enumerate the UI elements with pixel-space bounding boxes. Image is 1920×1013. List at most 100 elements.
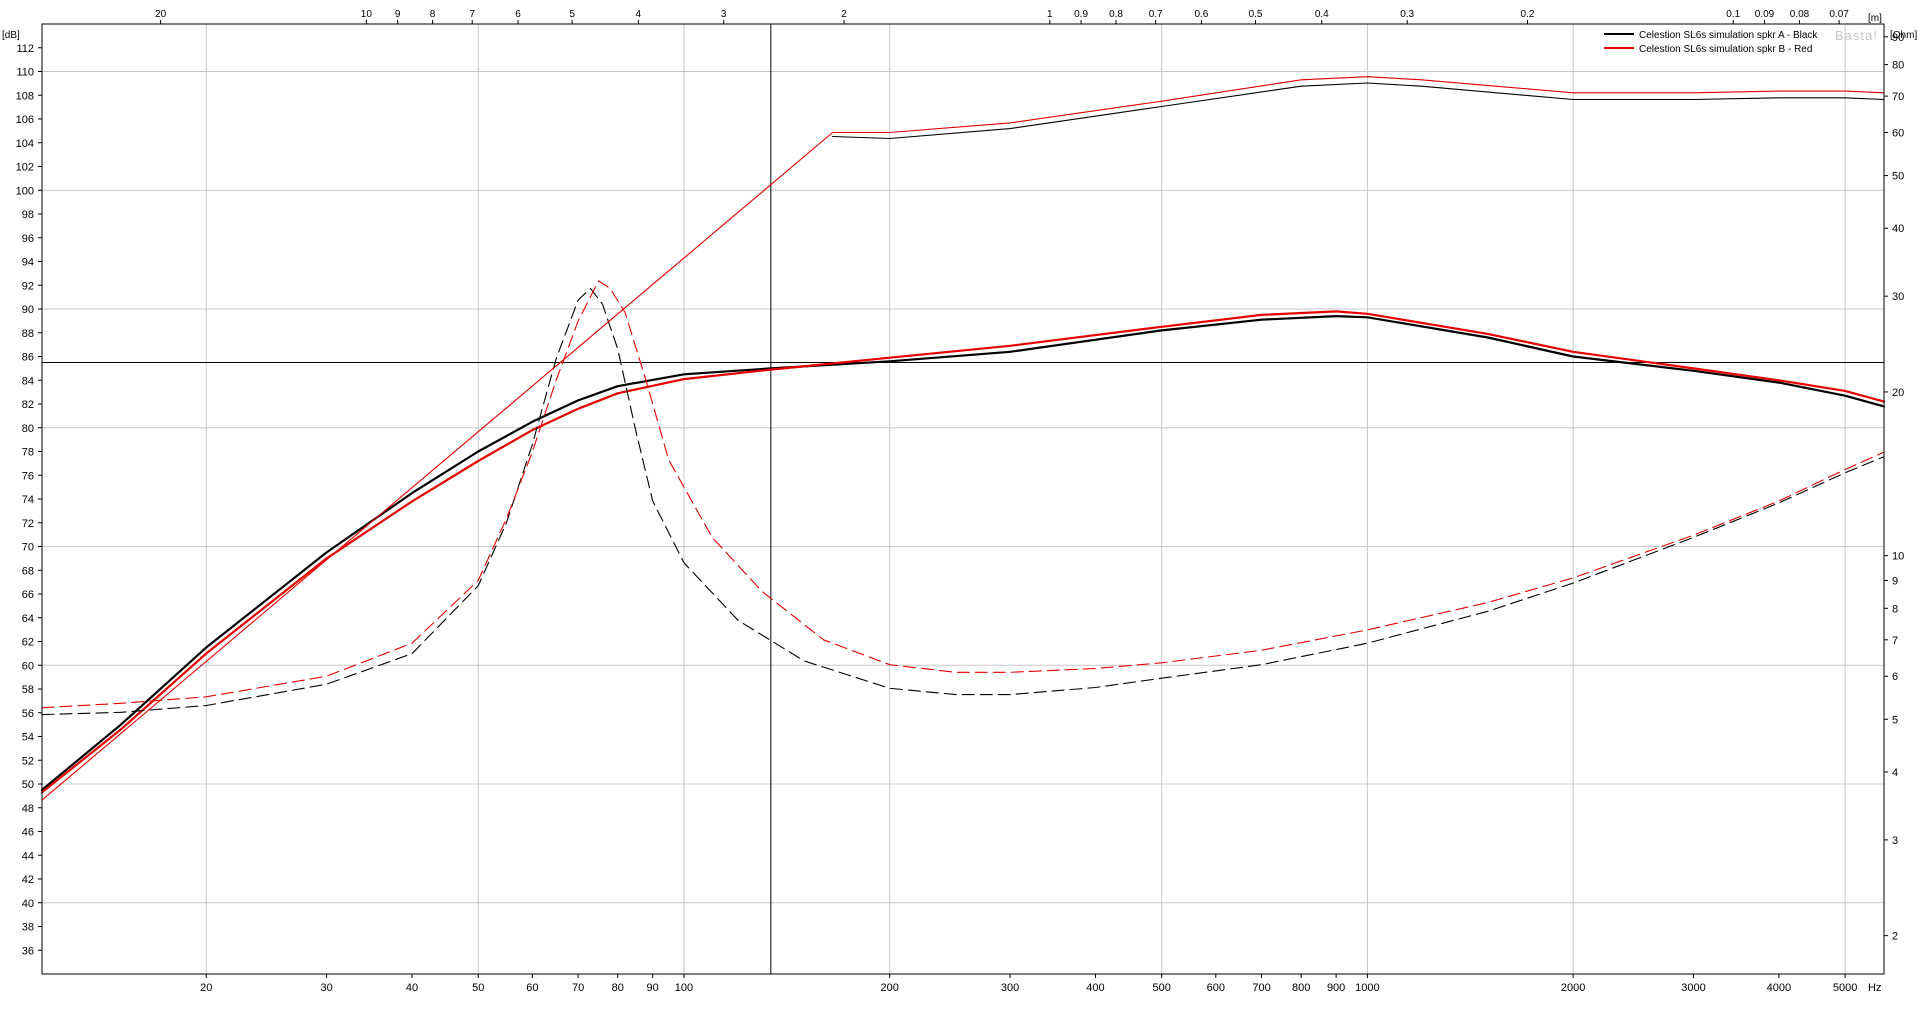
bottom-tick-label: 900 [1327,982,1345,994]
right-axis-unit: [Ohm] [1890,30,1917,41]
left-tick-label: 62 [22,637,34,649]
left-tick-label: 80 [22,423,34,435]
top-tick-label: 8 [430,9,436,20]
left-tick-label: 94 [22,257,34,269]
bottom-tick-label: 2000 [1561,982,1585,994]
left-tick-label: 70 [22,542,34,554]
bottom-tick-label: 20 [200,982,212,994]
top-tick-label: 0.9 [1074,9,1088,20]
gridlines [42,24,1884,974]
bottom-tick-label: 100 [675,982,693,994]
left-tick-label: 110 [16,67,34,79]
bottom-tick-label: 500 [1152,982,1170,994]
right-tick-label: 5 [1892,714,1898,726]
top-tick-label: 5 [569,9,575,20]
top-tick-label: 0.2 [1521,9,1535,20]
right-tick-label: 30 [1892,291,1904,303]
right-tick-label: 2 [1892,931,1898,943]
left-axis-ticks: 36 38 40 42 44 46 48 50 52 54 56 58 60 62 64 66 68 70 72 74… [16,43,42,957]
right-tick-label: 6 [1892,671,1898,683]
series-distance-line [41,76,1885,801]
right-tick-label: 70 [1892,91,1904,103]
left-tick-label: 76 [22,470,34,482]
series-impedance-line [41,280,1885,709]
left-tick-label: 78 [22,447,34,459]
left-tick-label: 72 [22,518,34,530]
top-tick-label: 0.4 [1315,9,1329,20]
left-tick-label: 66 [22,589,34,601]
left-tick-label: 102 [16,162,34,174]
right-axis-ticks: 2 3 4 5 6 7 8 9 10 20 30 40 50 60 70 80 90 [1884,32,1904,943]
bottom-tick-label: 300 [1001,982,1019,994]
left-tick-label: 108 [16,90,34,102]
series-distance-line [832,82,1885,140]
right-tick-label: 9 [1892,575,1898,587]
legend-brand: Basta! [1835,28,1878,43]
top-tick-label: 2 [841,9,847,20]
left-tick-label: 84 [22,375,34,387]
plot-frame [41,23,1885,975]
left-tick-label: 56 [22,708,34,720]
top-tick-label: 9 [395,9,401,20]
left-tick-label: 68 [22,565,34,577]
left-tick-label: 50 [22,779,34,791]
left-tick-label: 60 [22,660,34,672]
left-tick-label: 90 [22,304,34,316]
right-tick-label: 8 [1892,603,1898,615]
bottom-tick-label: 400 [1086,982,1104,994]
left-tick-label: 96 [22,233,34,245]
right-tick-label: 7 [1892,635,1898,647]
left-tick-label: 52 [22,755,34,767]
right-tick-label: 60 [1892,128,1904,140]
left-tick-label: 48 [22,803,34,815]
right-tick-label: 4 [1892,767,1898,779]
top-tick-label: 0.3 [1400,9,1414,20]
left-tick-label: 54 [22,732,34,744]
top-tick-label: 0.07 [1829,9,1849,20]
top-tick-label: 4 [636,9,642,20]
left-tick-label: 46 [22,827,34,839]
series-layer [40,76,1886,801]
top-axis-unit: [m] [1868,13,1882,24]
top-tick-label: 1 [1047,9,1053,20]
top-tick-label: 3 [721,9,727,20]
left-tick-label: 92 [22,280,34,292]
right-tick-label: 90 [1892,32,1904,44]
top-tick-label: 0.5 [1249,9,1263,20]
top-tick-label: 20 [155,9,167,20]
left-tick-label: 112 [16,43,34,55]
top-tick-label: 0.7 [1149,9,1163,20]
left-tick-label: 42 [22,874,34,886]
top-tick-label: 0.08 [1790,9,1810,20]
right-tick-label: 50 [1892,171,1904,183]
legend-entry-label: Celestion SL6s simulation spkr B - Red [1639,44,1812,55]
left-tick-label: 74 [22,494,34,506]
bottom-tick-label: 600 [1207,982,1225,994]
cursor-crosshair [42,24,1884,974]
bottom-tick-label: 60 [526,982,538,994]
right-tick-label: 10 [1892,551,1904,563]
bottom-tick-label: 40 [406,982,418,994]
left-tick-label: 88 [22,328,34,340]
top-tick-label: 0.6 [1194,9,1208,20]
top-tick-label: 0.8 [1109,9,1123,20]
top-tick-label: 6 [515,9,521,20]
right-tick-label: 40 [1892,223,1904,235]
bottom-axis-unit: Hz [1868,982,1881,994]
bottom-axis-ticks: 20 30 40 50 60 70 80 90 100 200 300 400 500 600 700 800… [200,974,1857,994]
series-spl-line [40,310,1886,794]
bottom-tick-label: 50 [472,982,484,994]
top-tick-label: 7 [469,9,475,20]
left-tick-label: 36 [22,945,34,957]
legend-entry-label: Celestion SL6s simulation spkr A - Black [1639,30,1818,41]
bottom-tick-label: 800 [1292,982,1310,994]
bottom-tick-label: 30 [320,982,332,994]
right-tick-label: 3 [1892,835,1898,847]
left-tick-label: 100 [16,185,34,197]
left-tick-label: 38 [22,922,34,934]
top-tick-label: 10 [361,9,373,20]
bottom-tick-label: 3000 [1681,982,1705,994]
left-axis-unit: [dB] [2,30,20,41]
left-tick-label: 64 [22,613,34,625]
